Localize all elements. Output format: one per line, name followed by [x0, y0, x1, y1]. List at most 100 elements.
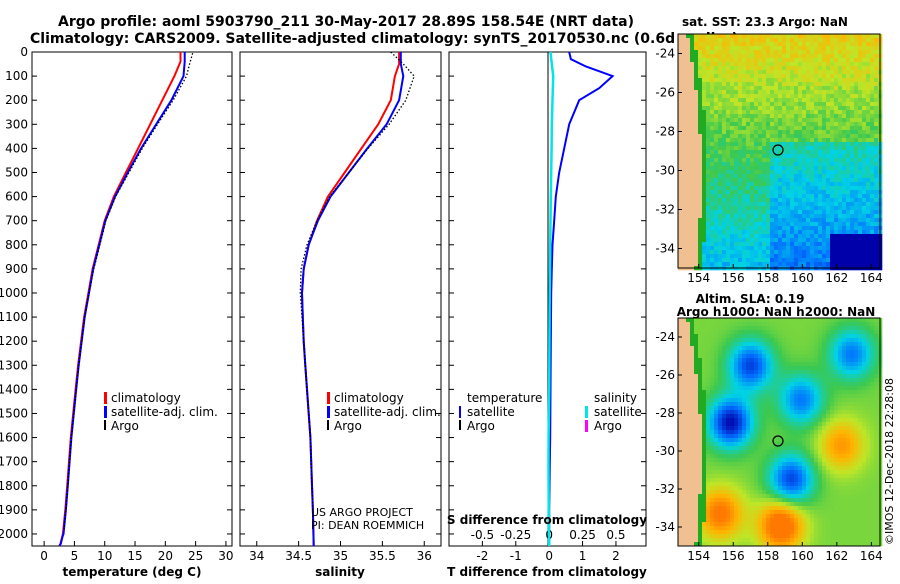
sst-cell	[834, 46, 838, 50]
sst-cell	[866, 170, 870, 174]
sla-cell	[762, 422, 766, 426]
sst-cell	[810, 62, 814, 66]
sla-cell	[698, 406, 702, 410]
sst-cell	[838, 158, 842, 162]
sla-cell	[710, 426, 714, 430]
sla-cell	[774, 326, 778, 330]
sst-cell	[866, 50, 870, 54]
sst-cell	[746, 158, 750, 162]
sst-cell	[758, 230, 762, 234]
sst-cell	[762, 150, 766, 154]
sla-cell	[702, 426, 706, 430]
sla-cell	[710, 322, 714, 326]
sst-cell	[762, 54, 766, 58]
sst-cell	[698, 58, 702, 62]
sst-cell	[798, 130, 802, 134]
sst-cell	[786, 38, 790, 42]
sla-cell	[698, 334, 702, 338]
sst-cell	[742, 210, 746, 214]
sla-cell	[854, 406, 858, 410]
sst-cell	[842, 118, 846, 122]
sla-cell	[730, 390, 734, 394]
sst-cell	[838, 258, 842, 262]
sst-cell	[742, 82, 746, 86]
sst-cell	[742, 234, 746, 238]
sst-cell	[746, 122, 750, 126]
sst-cell	[818, 202, 822, 206]
sla-cell	[822, 378, 826, 382]
sst-cell	[754, 66, 758, 70]
sst-cell	[686, 150, 690, 154]
sst-cell	[742, 34, 746, 38]
sst-cell	[790, 234, 794, 238]
sla-cell	[706, 370, 710, 374]
sla-cell	[838, 426, 842, 430]
sla-cell	[826, 374, 830, 378]
sst-cell	[766, 246, 770, 250]
sla-cell	[718, 410, 722, 414]
sst-cell	[806, 150, 810, 154]
depth-tick-label: 800	[5, 238, 28, 252]
sla-cell	[678, 418, 682, 422]
sla-cell	[818, 438, 822, 442]
sst-cell	[738, 94, 742, 98]
sla-cell	[766, 354, 770, 358]
sst-cell	[706, 130, 710, 134]
sst-cell	[806, 110, 810, 114]
sst-cell	[778, 170, 782, 174]
sst-cell	[726, 262, 730, 266]
sla-cell	[786, 426, 790, 430]
sst-cell	[790, 74, 794, 78]
sla-cell	[770, 374, 774, 378]
sla-cell	[678, 318, 682, 322]
sst-cell	[826, 42, 830, 46]
sst-cell	[830, 170, 834, 174]
sst-cell	[726, 146, 730, 150]
sst-cell	[802, 86, 806, 90]
sst-cell	[678, 82, 682, 86]
sst-cell	[782, 242, 786, 246]
sst-cell	[770, 242, 774, 246]
sst-cell	[706, 254, 710, 258]
sla-cell	[718, 414, 722, 418]
sst-cell	[802, 50, 806, 54]
sst-cell	[738, 218, 742, 222]
sst-cell	[730, 258, 734, 262]
sst-cell	[818, 138, 822, 142]
sst-cell	[686, 210, 690, 214]
sst-cell	[682, 178, 686, 182]
sst-cell	[690, 130, 694, 134]
sst-cell	[838, 190, 842, 194]
sst-cell	[770, 134, 774, 138]
sst-cell	[746, 86, 750, 90]
sla-cell	[714, 430, 718, 434]
sst-cell	[766, 162, 770, 166]
sst-cell	[846, 262, 850, 266]
sst-cell	[846, 114, 850, 118]
sla-cell	[790, 354, 794, 358]
sst-cell	[742, 138, 746, 142]
sst-cell	[698, 110, 702, 114]
sla-cell	[826, 430, 830, 434]
sst-cell	[822, 246, 826, 250]
sla-cell	[738, 450, 742, 454]
sst-cell	[794, 154, 798, 158]
sst-cell	[790, 54, 794, 58]
sst-cell	[682, 146, 686, 150]
sla-cell	[810, 446, 814, 450]
sst-cell	[794, 194, 798, 198]
sla-cell	[718, 402, 722, 406]
sla-cell	[782, 394, 786, 398]
sla-cell	[750, 382, 754, 386]
sst-cell	[814, 118, 818, 122]
sst-cell	[702, 218, 706, 222]
sla-cell	[758, 326, 762, 330]
sst-cell	[834, 214, 838, 218]
sst-cell	[794, 242, 798, 246]
sla-cell	[710, 334, 714, 338]
sla-cell	[698, 390, 702, 394]
sla-cell	[766, 370, 770, 374]
sst-cell	[854, 214, 858, 218]
sst-cell	[766, 242, 770, 246]
sst-cell	[742, 194, 746, 198]
